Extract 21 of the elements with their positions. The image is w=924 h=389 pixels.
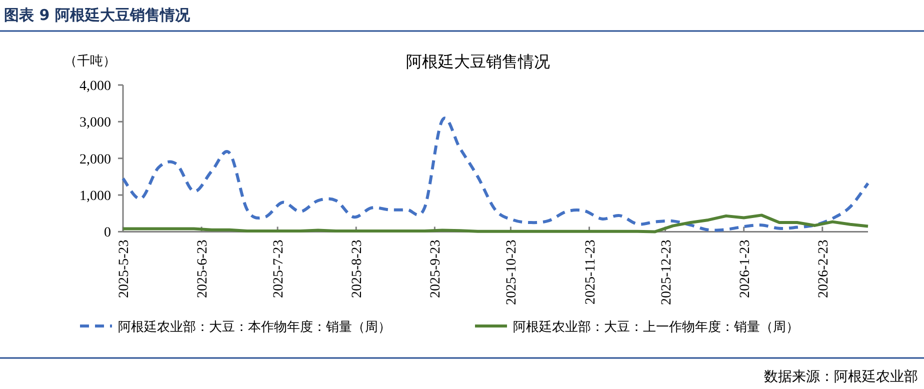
x-tick-label: 2025-10-23	[504, 240, 520, 306]
legend-label: 阿根廷农业部：大豆：本作物年度：销量（周）	[118, 319, 391, 334]
legend-label: 阿根廷农业部：大豆：上一作物年度：销量（周）	[513, 319, 799, 334]
y-tick-label: 0	[104, 226, 111, 241]
x-tick-label: 2026-1-23	[738, 240, 753, 298]
y-tick-label: 1,000	[80, 189, 111, 204]
y-tick-label: 4,000	[80, 79, 111, 94]
x-tick-label: 2025-7-23	[272, 240, 287, 298]
x-tick-label: 2025-11-23	[583, 240, 598, 305]
x-tick-label: 2025-6-23	[196, 240, 211, 298]
chart-subtitle: 阿根廷大豆销售情况	[406, 53, 550, 71]
chart-title: 图表 9 阿根廷大豆销售情况	[4, 6, 191, 24]
x-tick-label: 2025-12-23	[659, 240, 674, 306]
x-tick-label: 2025-8-23	[350, 240, 366, 298]
y-tick-label: 3,000	[80, 116, 111, 131]
y-tick-label: 2,000	[80, 152, 111, 168]
x-tick-label: 2025-5-23	[117, 240, 132, 298]
x-tick-label: 2025-9-23	[428, 240, 444, 298]
source-note: 数据来源：阿根廷农业部	[764, 369, 918, 385]
y-axis-title: （千吨）	[64, 53, 116, 68]
x-tick-label: 2026-2-23	[816, 240, 832, 298]
